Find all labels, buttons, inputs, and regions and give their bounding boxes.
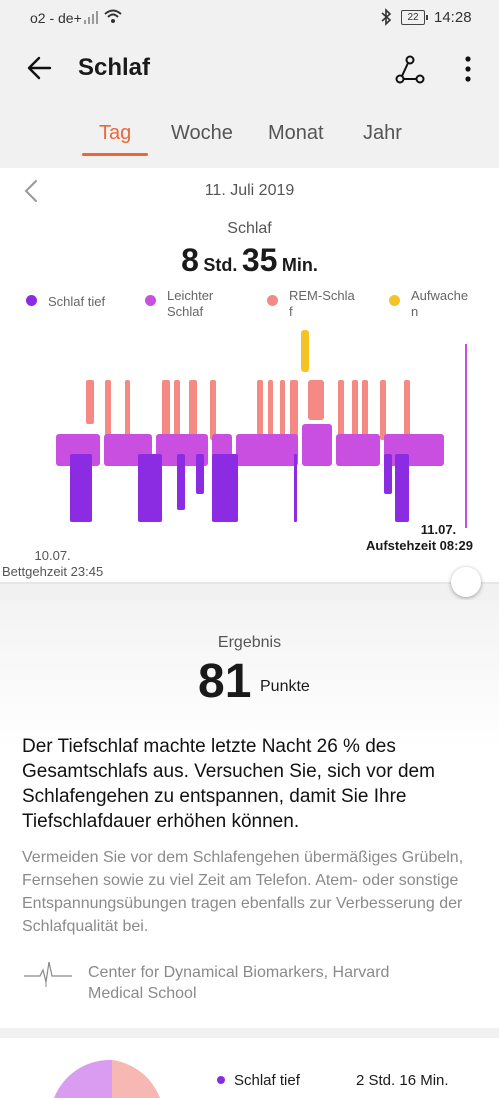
- bed-time-label: 10.07. Bettgehzeit 23:45: [2, 548, 103, 580]
- sleep-duration: 8 Std. 35 Min.: [0, 242, 499, 279]
- legend-dot-deep: [26, 295, 37, 306]
- battery-icon: 22: [401, 10, 428, 25]
- timeline-track: [0, 582, 499, 584]
- source-attribution: Center for Dynamical Biomarkers, Harvard…: [88, 964, 390, 1002]
- duration-minutes-unit: Min.: [281, 255, 318, 275]
- status-bar: o2 - de+ 22 14:28: [0, 0, 499, 36]
- duration-minutes: 35: [241, 242, 278, 278]
- share-icon[interactable]: [394, 54, 426, 86]
- breakdown-dot-deep: [217, 1076, 225, 1084]
- tab-year[interactable]: Jahr: [363, 122, 402, 144]
- duration-hours: 8: [181, 242, 199, 278]
- tab-day[interactable]: Tag: [99, 122, 132, 144]
- chevron-left-icon[interactable]: [20, 178, 44, 204]
- bed-time: Bettgehzeit 23:45: [2, 564, 104, 579]
- back-arrow-icon[interactable]: [24, 52, 56, 84]
- sleep-label: Schlaf: [227, 220, 272, 237]
- wake-time: Aufstehzeit 08:29: [366, 538, 473, 553]
- legend-dot-rem: [267, 295, 278, 306]
- legend-dot-awake: [389, 295, 400, 306]
- wifi-icon: [104, 9, 122, 23]
- result-card: Ergebnis 81 Punkte Der Tiefschlaf machte…: [0, 600, 499, 1028]
- sleep-stage-chart: [56, 330, 467, 528]
- stage-breakdown-card: Schlaf tief 2 Std. 16 Min.: [0, 1038, 499, 1098]
- breakdown-label-deep: Schlaf tief: [234, 1072, 300, 1089]
- app-bar: Schlaf: [0, 36, 499, 104]
- wake-date: 11.07.: [420, 522, 457, 537]
- tab-week[interactable]: Woche: [171, 122, 233, 144]
- result-summary-text: Der Tiefschlaf machte letzte Nacht 26 % …: [22, 736, 435, 832]
- sleep-score: 81: [198, 655, 252, 708]
- tab-month[interactable]: Monat: [268, 122, 324, 144]
- rem-segments: [86, 380, 410, 440]
- legend-label-light: Leichter Schlaf: [167, 288, 214, 319]
- bluetooth-icon: [381, 8, 392, 26]
- date-label: 11. Juli 2019: [204, 182, 295, 199]
- legend-label-rem: REM-Schla f: [289, 288, 355, 319]
- sleep-legend: Schlaf tief Leichter Schlaf REM-Schla f …: [0, 288, 499, 328]
- breakdown-value-deep: 2 Std. 16 Min.: [356, 1072, 449, 1089]
- light-sleep-segments: [56, 424, 444, 466]
- sleep-score-unit: Punkte: [260, 678, 310, 695]
- sleep-day-card: 11. Juli 2019 Schlaf 8 Std. 35 Min. Schl…: [0, 168, 499, 597]
- carrier-label: o2 - de+: [30, 10, 82, 26]
- wake-time-label: 11.07. Aufstehzeit 08:29: [366, 522, 473, 554]
- deep-sleep-segments: [70, 454, 409, 522]
- sleep-distribution-pie: [54, 1059, 160, 1098]
- legend-label-awake: Aufwache n: [411, 288, 469, 319]
- awake-segment: [301, 330, 309, 372]
- signal-icon: [84, 11, 98, 24]
- result-tip-text: Vermeiden Sie vor dem Schlafengehen über…: [22, 849, 464, 935]
- active-tab-indicator: [82, 153, 148, 156]
- bed-date: 10.07.: [34, 548, 71, 563]
- heartbeat-logo-icon: [24, 961, 72, 987]
- time-cursor-line: [465, 344, 467, 528]
- page-title: Schlaf: [78, 54, 151, 81]
- period-tabs: Tag Woche Monat Jahr: [0, 112, 499, 162]
- duration-hours-unit: Std.: [203, 255, 238, 275]
- more-vert-icon[interactable]: [456, 54, 480, 86]
- result-label: Ergebnis: [217, 634, 282, 651]
- clock: 14:28: [434, 9, 472, 26]
- legend-dot-light: [145, 295, 156, 306]
- legend-label-deep: Schlaf tief: [48, 294, 106, 309]
- timeline-slider-handle[interactable]: [451, 567, 481, 597]
